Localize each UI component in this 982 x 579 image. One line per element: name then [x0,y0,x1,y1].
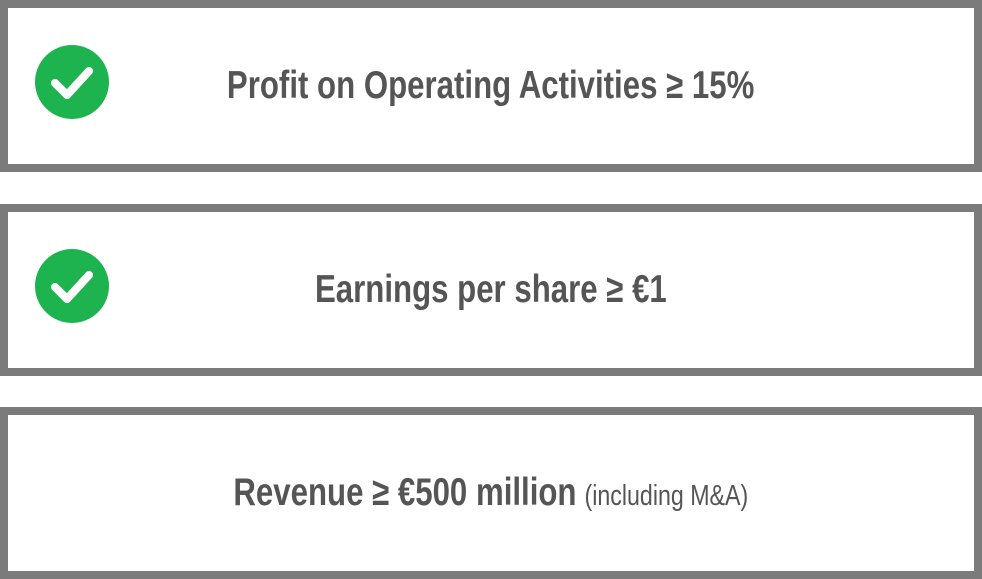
check-icon [35,249,109,323]
criterion-text-wrap: Earnings per share ≥ €1 [315,268,667,312]
criterion-text-wrap: Profit on Operating Activities ≥ 15% [227,64,754,108]
criterion-text-wrap: Revenue ≥ €500 million (including M&A) [234,471,749,515]
criterion-box: Earnings per share ≥ €1 [0,204,982,376]
criterion-label: Earnings per share ≥ €1 [8,212,974,368]
criterion-box: Profit on Operating Activities ≥ 15% [0,0,982,172]
criterion-text: Revenue ≥ €500 million [233,471,577,514]
criterion-text: Earnings per share ≥ €1 [315,268,667,311]
criterion-label: Profit on Operating Activities ≥ 15% [8,8,974,164]
check-icon [35,45,109,119]
check-circle [35,249,109,323]
check-circle [35,45,109,119]
check-mark [51,271,93,303]
criterion-text: Profit on Operating Activities ≥ 15% [227,64,755,107]
check-mark [51,67,93,99]
criterion-box: Revenue ≥ €500 million (including M&A) [0,407,982,579]
criterion-label: Revenue ≥ €500 million (including M&A) [8,415,974,571]
criterion-note: (including M&A) [584,480,749,512]
